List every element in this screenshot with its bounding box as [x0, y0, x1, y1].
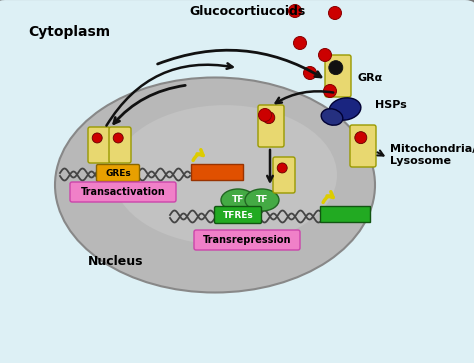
Text: TFREs: TFREs — [223, 211, 254, 220]
FancyBboxPatch shape — [97, 164, 139, 182]
Text: Transactivation: Transactivation — [81, 187, 165, 197]
Circle shape — [289, 4, 301, 17]
Text: GRα: GRα — [358, 73, 383, 83]
Circle shape — [319, 49, 331, 61]
Text: Mitochondria/
Lysosome: Mitochondria/ Lysosome — [390, 144, 474, 166]
FancyBboxPatch shape — [194, 230, 300, 250]
Circle shape — [303, 66, 317, 79]
Text: GREs: GREs — [105, 168, 131, 178]
Text: Nucleus: Nucleus — [88, 255, 144, 268]
Circle shape — [113, 133, 123, 143]
FancyBboxPatch shape — [109, 127, 131, 163]
Text: Transrepression: Transrepression — [203, 235, 291, 245]
Text: Cytoplasm: Cytoplasm — [28, 25, 110, 39]
Text: HSPs: HSPs — [375, 100, 407, 110]
Ellipse shape — [113, 105, 337, 245]
Text: TF: TF — [256, 196, 268, 204]
Bar — [320, 206, 370, 222]
Text: Glucocortiucoids: Glucocortiucoids — [190, 5, 306, 18]
Circle shape — [92, 133, 102, 143]
FancyBboxPatch shape — [258, 105, 284, 147]
Circle shape — [277, 163, 287, 173]
Text: TF: TF — [232, 196, 244, 204]
Ellipse shape — [329, 98, 361, 120]
FancyBboxPatch shape — [273, 157, 295, 193]
Circle shape — [323, 85, 337, 98]
FancyBboxPatch shape — [70, 182, 176, 202]
Ellipse shape — [221, 189, 255, 211]
Circle shape — [293, 37, 307, 49]
Circle shape — [329, 61, 343, 75]
Bar — [191, 164, 243, 180]
Ellipse shape — [245, 189, 279, 211]
FancyBboxPatch shape — [215, 207, 262, 224]
Circle shape — [355, 132, 367, 144]
Circle shape — [258, 109, 272, 122]
FancyBboxPatch shape — [325, 55, 351, 97]
Circle shape — [263, 112, 275, 124]
Ellipse shape — [55, 77, 375, 293]
Ellipse shape — [321, 109, 343, 125]
FancyBboxPatch shape — [350, 125, 376, 167]
FancyBboxPatch shape — [88, 127, 110, 163]
Circle shape — [328, 7, 341, 20]
